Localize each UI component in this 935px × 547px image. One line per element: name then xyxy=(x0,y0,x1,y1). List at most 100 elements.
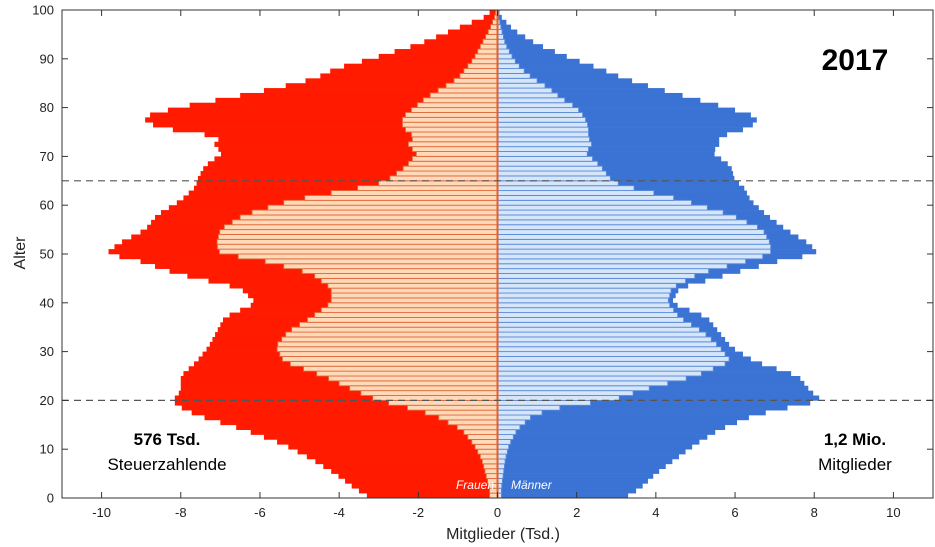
women-taxpayers-bar xyxy=(471,438,498,445)
x-tick-label: -2 xyxy=(413,505,425,520)
men-taxpayers-bar xyxy=(497,38,506,45)
women-members-bar xyxy=(331,468,498,474)
men-members-bar xyxy=(497,488,637,494)
men-members-bar xyxy=(497,97,701,104)
women-taxpayers-bar xyxy=(389,175,498,182)
women-taxpayers-bar xyxy=(463,68,498,74)
women-taxpayers-bar xyxy=(285,331,498,338)
women-taxpayers-bar xyxy=(411,136,498,143)
women-taxpayers-bar xyxy=(487,29,498,35)
men-taxpayers-bar xyxy=(497,180,619,187)
x-tick-label: -4 xyxy=(333,505,345,520)
women-side-label: Frauen xyxy=(456,478,494,492)
women-taxpayers-bar xyxy=(489,492,498,499)
men-taxpayers-bar xyxy=(497,307,675,314)
women-taxpayers-bar xyxy=(422,97,498,104)
women-taxpayers-bar xyxy=(402,165,498,172)
men-members-bar xyxy=(497,146,716,152)
men-members-bar xyxy=(497,454,679,460)
men-members-bar xyxy=(497,68,607,74)
men-side-label: Männer xyxy=(511,478,553,492)
men-taxpayers-bar xyxy=(497,151,588,157)
women-taxpayers-bar xyxy=(299,321,498,328)
men-members-bar xyxy=(497,175,735,182)
women-taxpayers-bar xyxy=(330,287,498,294)
men-members-bar xyxy=(497,405,788,411)
men-taxpayers-bar xyxy=(497,175,611,182)
women-members-bar xyxy=(306,454,498,460)
men-members-bar xyxy=(497,151,715,157)
men-members-bar xyxy=(497,166,732,172)
chart-title: 2017 xyxy=(822,44,889,77)
women-taxpayers-bar xyxy=(429,92,498,99)
men-members-bar xyxy=(497,161,728,167)
men-members-bar xyxy=(497,156,722,162)
men-members-bar xyxy=(497,429,716,435)
women-taxpayers-bar xyxy=(316,370,498,377)
y-tick-label: 10 xyxy=(40,442,54,457)
women-taxpayers-bar xyxy=(328,375,498,382)
women-taxpayers-bar xyxy=(474,443,498,450)
women-taxpayers-bar xyxy=(216,238,498,245)
women-members-bar xyxy=(263,434,498,440)
men-members-bar xyxy=(497,122,753,128)
women-members-bar xyxy=(489,10,498,16)
women-members-bar xyxy=(358,488,498,494)
men-taxpayers-bar xyxy=(497,443,510,450)
men-taxpayers-bar xyxy=(497,136,590,143)
women-members-bar xyxy=(330,68,498,74)
men-members-bar xyxy=(497,117,757,123)
women-taxpayers-bar xyxy=(402,116,498,123)
men-taxpayers-bar xyxy=(497,380,669,387)
women-members-bar xyxy=(145,117,498,123)
women-taxpayers-bar xyxy=(424,409,498,416)
women-members-bar xyxy=(215,97,498,104)
men-taxpayers-bar xyxy=(497,336,712,343)
men-members-bar xyxy=(497,415,749,421)
y-tick-label: 30 xyxy=(40,344,54,359)
men-taxpayers-bar xyxy=(497,141,592,148)
women-taxpayers-bar xyxy=(320,277,498,284)
men-members-bar xyxy=(497,132,728,138)
women-taxpayers-bar xyxy=(264,258,498,265)
women-taxpayers-bar xyxy=(276,346,498,353)
men-taxpayers-bar xyxy=(497,263,728,270)
men-taxpayers-bar xyxy=(497,360,726,367)
men-members-bar xyxy=(497,434,708,440)
men-members-bar xyxy=(497,400,811,406)
women-taxpayers-bar xyxy=(304,194,498,201)
y-tick-label: 0 xyxy=(47,491,54,506)
men-taxpayers-bar xyxy=(497,48,510,55)
men-taxpayers-bar xyxy=(497,146,590,152)
women-taxpayers-bar xyxy=(416,102,498,109)
men-taxpayers-bar xyxy=(497,453,507,460)
women-taxpayers-bar xyxy=(218,248,498,255)
members-total-value: 1,2 Mio. xyxy=(824,430,886,449)
women-taxpayers-bar xyxy=(277,341,498,348)
women-members-bar xyxy=(288,444,498,450)
women-members-bar xyxy=(220,419,498,426)
men-taxpayers-bar xyxy=(497,165,603,172)
men-taxpayers-bar xyxy=(497,312,679,318)
men-taxpayers-bar xyxy=(497,107,580,113)
women-members-bar xyxy=(394,49,498,55)
men-taxpayers-bar xyxy=(497,385,650,392)
men-taxpayers-bar xyxy=(497,273,696,279)
men-taxpayers-bar xyxy=(497,258,747,265)
men-taxpayers-bar xyxy=(497,287,672,294)
x-tick-label: 6 xyxy=(731,505,738,520)
women-members-bar xyxy=(218,146,498,152)
women-members-bar xyxy=(345,478,498,484)
women-taxpayers-bar xyxy=(251,209,498,216)
y-tick-label: 90 xyxy=(40,51,54,66)
women-taxpayers-bar xyxy=(402,121,498,128)
x-tick-label: 10 xyxy=(886,505,900,520)
men-taxpayers-bar xyxy=(497,282,677,289)
men-members-bar xyxy=(497,73,619,79)
men-taxpayers-bar xyxy=(497,370,702,377)
men-taxpayers-bar xyxy=(497,102,574,109)
women-members-bar xyxy=(197,175,498,182)
y-tick-label: 70 xyxy=(40,149,54,164)
reference-lines xyxy=(62,180,933,401)
